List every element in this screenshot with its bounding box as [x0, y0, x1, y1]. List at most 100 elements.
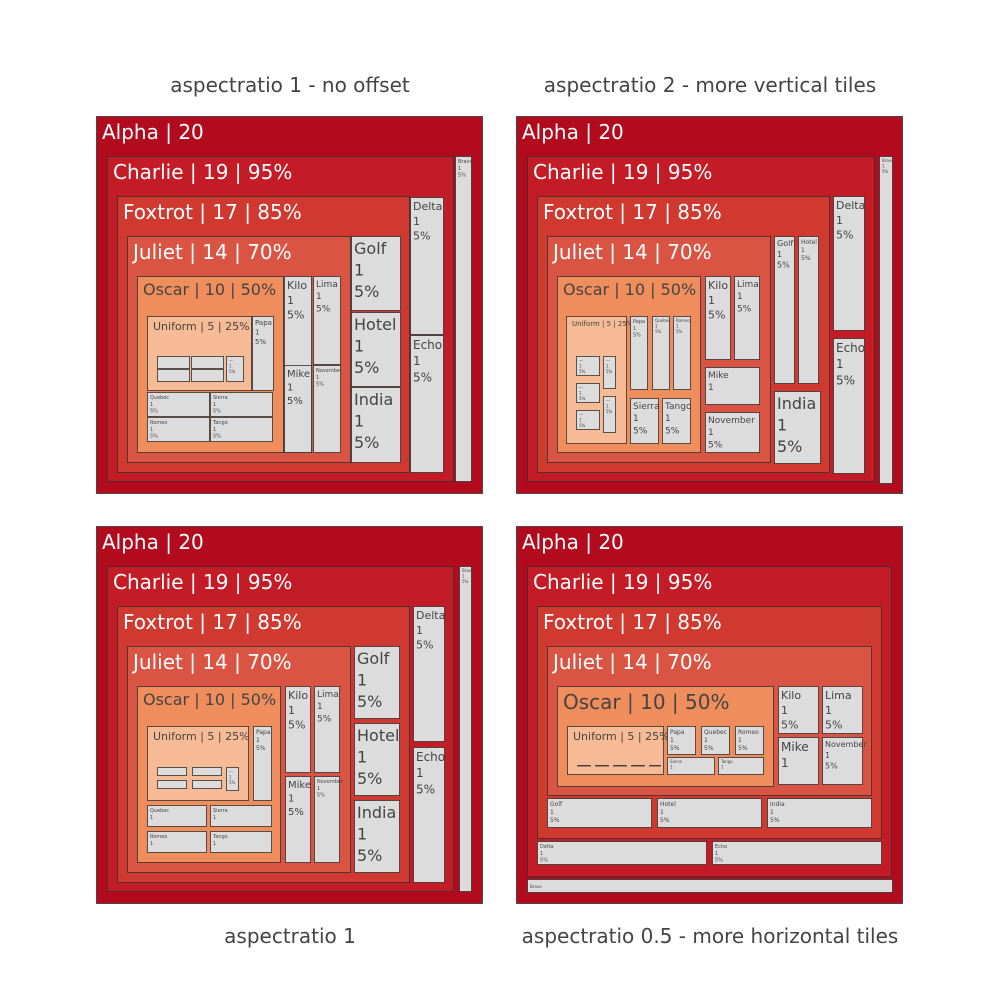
- india-label: India: [770, 801, 785, 808]
- echo-value: 1: [416, 766, 424, 780]
- bravo-value: 1: [462, 573, 465, 578]
- sierra-percent: 5%: [213, 409, 221, 415]
- sub-tile-5-tile: [226, 356, 244, 382]
- papa-value: 1: [255, 328, 259, 336]
- kilo-percent: 5%: [288, 719, 305, 732]
- golf-tile: [547, 798, 652, 828]
- echo-value: 1: [836, 357, 844, 371]
- tango-value: 1: [213, 841, 216, 847]
- foxtrot-label: Foxtrot | 17 | 85%: [123, 610, 302, 634]
- papa-label: Papa: [633, 319, 645, 325]
- sub-tile-19-tile: [631, 765, 645, 767]
- tango-tile: [662, 398, 691, 444]
- charlie-label: Charlie | 19 | 95%: [533, 570, 712, 594]
- lima-label: Lima: [737, 280, 759, 290]
- hotel-value: 1: [801, 247, 805, 254]
- papa-tile: [667, 726, 696, 755]
- romeo-tile: [147, 417, 210, 442]
- lima-tile: [822, 686, 863, 734]
- mike-value: 1: [288, 794, 294, 805]
- kilo-label: Kilo: [708, 279, 728, 292]
- delta-percent: 5%: [836, 229, 853, 242]
- hotel-value: 1: [660, 809, 664, 816]
- tango-label: Tango: [212, 834, 228, 840]
- charlie-label: Charlie | 19 | 95%: [113, 160, 292, 184]
- november-label: November: [316, 368, 343, 374]
- uniform-label: Uniform | 5 | 25%: [572, 320, 634, 328]
- mike-label: Mike: [287, 369, 310, 380]
- bravo-tile: [879, 156, 893, 484]
- hotel-label: Hotel: [660, 801, 676, 808]
- hotel-tile: [351, 312, 401, 387]
- bravo-value: 1: [882, 163, 885, 168]
- golf-tile: [774, 236, 795, 384]
- lima-percent: 5%: [317, 714, 332, 724]
- lima-percent: 5%: [737, 304, 752, 314]
- mike-label: Mike: [288, 780, 311, 791]
- alpha-label: Alpha | 20: [522, 530, 624, 554]
- kilo-percent: 5%: [781, 719, 798, 732]
- hotel-value: 1: [357, 748, 367, 767]
- india-percent: 5%: [777, 437, 802, 456]
- oscar-label: Oscar | 10 | 50%: [563, 280, 696, 299]
- kilo-label: Kilo: [781, 689, 801, 702]
- papa-label: Papa: [670, 729, 685, 736]
- golf-value: 1: [550, 809, 554, 816]
- sierra-value: 1: [213, 815, 216, 821]
- delta-tile: [833, 196, 865, 331]
- golf-percent: 5%: [354, 282, 379, 301]
- quebec-percent: 5%: [655, 329, 662, 334]
- oscar-label: Oscar | 10 | 50%: [143, 280, 276, 299]
- sub-tile-5-value: 1: [229, 363, 232, 368]
- papa-percent: 5%: [256, 745, 266, 752]
- november-percent: 5%: [316, 382, 324, 388]
- echo-percent: 5%: [715, 858, 723, 864]
- romeo-label: Romeo: [150, 420, 167, 426]
- delta-tile: [413, 606, 445, 742]
- foxtrot-label: Foxtrot | 17 | 85%: [123, 200, 302, 224]
- hotel-label: Hotel: [354, 315, 396, 334]
- tango-value: 1: [721, 764, 724, 769]
- sub-tile-2-tile: [191, 356, 224, 369]
- bravo-percent: 5%: [462, 579, 469, 584]
- delta-label: Delta: [416, 609, 445, 622]
- hotel-label: Hotel: [357, 726, 399, 745]
- quebec-label: Quebec: [150, 808, 169, 814]
- sub-tile-5-percent: 5%: [229, 369, 236, 374]
- golf-value: 1: [357, 671, 367, 690]
- sierra-label: Sierra: [633, 402, 660, 412]
- oscar-label: Oscar | 10 | 50%: [143, 690, 276, 709]
- golf-label: Golf: [354, 239, 387, 258]
- foxtrot-label: Foxtrot | 17 | 85%: [543, 200, 722, 224]
- quebec-percent: 5%: [704, 745, 714, 752]
- romeo-label: Romeo: [738, 729, 759, 736]
- charlie-label: Charlie | 19 | 95%: [533, 160, 712, 184]
- mike-label: Mike: [781, 740, 809, 754]
- golf-label: Golf: [357, 649, 390, 668]
- echo-value: 1: [715, 851, 718, 857]
- juliet-label: Juliet | 14 | 70%: [551, 650, 712, 674]
- delta-label: Delta: [836, 199, 865, 212]
- kilo-tile: [778, 686, 819, 734]
- panel-title-3: aspectratio 1: [224, 924, 356, 948]
- quebec-label: Quebec: [655, 318, 670, 323]
- delta-percent: 5%: [416, 639, 433, 652]
- papa-tile: [253, 726, 272, 801]
- bravo-value: 1: [458, 166, 461, 172]
- sub-tile-10-value: 1: [606, 403, 609, 408]
- quebec-tile: [652, 316, 670, 390]
- india-percent: 5%: [357, 846, 382, 865]
- kilo-percent: 5%: [287, 309, 304, 322]
- sub-tile-6-tile: [576, 356, 600, 376]
- papa-tile: [252, 316, 274, 391]
- golf-percent: 5%: [777, 261, 790, 270]
- quebec-percent: 5%: [150, 409, 158, 415]
- golf-tile: [354, 646, 400, 719]
- delta-label: Delta: [540, 844, 553, 850]
- sub-tile-9-tile: [603, 356, 616, 389]
- lima-tile: [313, 276, 341, 365]
- bravo-tile: [527, 879, 893, 893]
- sierra-value: 1: [213, 402, 216, 408]
- lima-value: 1: [316, 292, 322, 302]
